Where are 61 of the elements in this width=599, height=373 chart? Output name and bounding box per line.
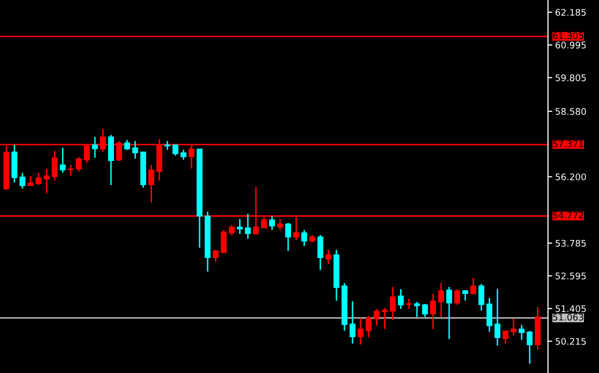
- candlestick: [60, 147, 66, 174]
- candlestick: [212, 249, 219, 262]
- candlestick: [382, 307, 388, 330]
- y-tick-label: 62.185: [556, 8, 586, 16]
- candlestick: [510, 318, 516, 336]
- candlestick: [36, 172, 42, 186]
- candlestick: [358, 317, 364, 346]
- candlestick: [28, 175, 34, 186]
- candlestick: [446, 286, 452, 340]
- candlestick: [148, 164, 154, 204]
- candlestick: [494, 288, 500, 346]
- candlestick: [92, 136, 98, 158]
- candlestick: [20, 172, 26, 190]
- y-tick-label: 60.995: [556, 42, 586, 48]
- candlestick: [502, 330, 508, 344]
- y-tick-label: 56.200: [556, 173, 586, 180]
- candlestick: [390, 286, 396, 321]
- candlestick: [414, 301, 420, 318]
- ref-line-label: 54.772: [553, 212, 584, 219]
- candlestick: [518, 324, 525, 340]
- candlestick: [350, 300, 356, 344]
- candlestick: [180, 149, 186, 160]
- candlestick: [470, 277, 476, 296]
- candlestick: [52, 150, 58, 182]
- candlestick: [124, 139, 130, 150]
- y-tick-label: 53.785: [556, 240, 586, 247]
- candlestick: [398, 288, 404, 310]
- ref-line-label: 61.305: [553, 32, 584, 40]
- candlestick: [438, 282, 444, 318]
- candlestick: [325, 249, 332, 265]
- candlestick: [76, 156, 82, 172]
- candlestick: [422, 303, 428, 318]
- candlestick: [277, 218, 283, 231]
- y-tick-label: 52.595: [556, 272, 586, 280]
- candlestick: [68, 164, 74, 176]
- candlestick: [285, 222, 292, 252]
- candlestick: [462, 289, 468, 302]
- candlestick: [269, 215, 275, 231]
- candlestick: [244, 213, 251, 240]
- candlestick: [220, 229, 227, 254]
- candlestick: [478, 283, 484, 312]
- candlestick: [228, 224, 235, 236]
- candlestick: [454, 288, 460, 306]
- y-tick-label: 59.805: [556, 74, 586, 82]
- candlestick: [236, 218, 243, 235]
- candlestick: [132, 140, 138, 160]
- y-tick-label: 58.580: [556, 108, 586, 115]
- candlestick: [430, 293, 436, 330]
- y-tick-label: 50.215: [556, 338, 586, 345]
- candlestick: [301, 229, 308, 247]
- candlestick: [374, 308, 380, 326]
- ref-line-label: 51.063: [553, 314, 584, 321]
- candlestick: [317, 234, 324, 271]
- candlestick: [172, 144, 178, 156]
- y-tick-label: 51.405: [556, 305, 586, 312]
- ref-line-label: 57.371: [553, 140, 584, 148]
- candlestick: [526, 330, 533, 364]
- candlestick: [108, 134, 114, 186]
- candlestick: [366, 315, 372, 338]
- candlestick: [44, 168, 50, 194]
- candlestick: [486, 297, 492, 332]
